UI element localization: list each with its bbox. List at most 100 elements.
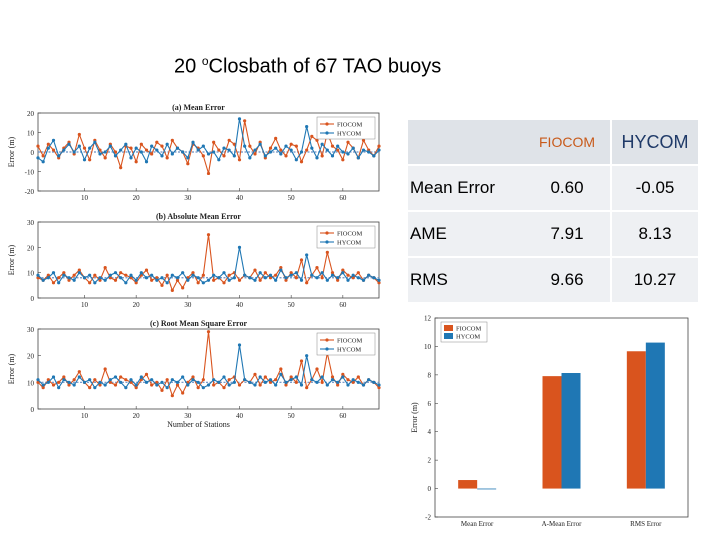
data-point-hycom: [150, 273, 154, 277]
data-point-hycom: [258, 375, 262, 379]
data-point-fiocom: [248, 144, 252, 148]
data-point-fiocom: [268, 380, 273, 384]
data-point-fiocom: [41, 154, 45, 158]
data-point-hycom: [310, 146, 314, 150]
data-point-fiocom: [258, 383, 262, 387]
x-tick-label: 20: [133, 194, 141, 202]
data-point-fiocom: [134, 281, 138, 285]
data-point-hycom: [170, 378, 174, 382]
data-point-hycom: [46, 276, 50, 280]
data-point-hycom: [284, 380, 288, 384]
data-point-hycom: [279, 372, 283, 376]
data-point-hycom: [361, 278, 366, 282]
bar-fiocom: [626, 351, 646, 489]
y-axis-label: Error (m): [7, 136, 16, 167]
y-tick-label: 2: [428, 457, 432, 465]
data-point-fiocom: [46, 273, 50, 277]
data-point-fiocom: [88, 158, 92, 162]
data-point-fiocom: [212, 278, 216, 282]
data-point-hycom: [181, 271, 185, 275]
data-point-fiocom: [113, 383, 118, 387]
data-point-fiocom: [139, 142, 143, 146]
data-point-hycom: [41, 160, 45, 164]
data-point-fiocom: [51, 383, 56, 387]
data-point-fiocom: [124, 273, 128, 277]
data-point-fiocom: [289, 271, 293, 275]
chart-title: (a) Mean Error: [172, 103, 225, 112]
data-point-hycom: [191, 378, 195, 382]
data-point-fiocom: [150, 278, 154, 282]
data-point-fiocom: [206, 330, 211, 334]
data-point-hycom: [93, 281, 97, 285]
data-point-fiocom: [196, 281, 200, 285]
data-point-hycom: [196, 276, 200, 280]
data-point-hycom: [129, 273, 133, 277]
data-point-hycom: [361, 383, 366, 387]
line-chart-1: (a) Mean Error Error (m) -20 -10 0 10 20 10 20 30…: [7, 103, 381, 202]
data-point-hycom: [263, 380, 267, 384]
y-tick-label: 0: [31, 295, 35, 303]
data-point-hycom: [253, 278, 257, 282]
data-point-fiocom: [119, 166, 123, 170]
data-point-hycom: [57, 281, 61, 285]
legend-marker: [325, 122, 329, 126]
stats-cell-fiocom: 9.66: [524, 256, 612, 302]
stats-header-hycom: HYCOM: [611, 120, 698, 165]
data-point-fiocom: [237, 158, 242, 162]
data-point-fiocom: [325, 250, 329, 254]
data-point-hycom: [367, 273, 371, 277]
data-point-fiocom: [46, 142, 50, 146]
data-point-hycom: [289, 378, 293, 382]
data-point-hycom: [217, 276, 221, 280]
stats-row-mean-error: Mean Error 0.60 -0.05: [408, 164, 698, 211]
y-tick-label: 20: [27, 353, 35, 361]
data-point-hycom: [356, 156, 360, 160]
bar-fiocom: [458, 480, 478, 489]
data-point-hycom: [294, 271, 298, 275]
data-point-fiocom: [299, 258, 304, 262]
data-point-hycom: [113, 154, 118, 158]
data-point-fiocom: [212, 140, 216, 144]
data-point-fiocom: [175, 383, 180, 387]
data-point-hycom: [108, 378, 112, 382]
data-point-hycom: [36, 156, 40, 160]
data-point-hycom: [67, 380, 71, 384]
data-point-hycom: [315, 276, 319, 280]
data-point-hycom: [268, 378, 273, 382]
y-tick-label: 20: [27, 244, 35, 252]
data-point-hycom: [108, 273, 112, 277]
data-point-fiocom: [330, 271, 335, 275]
x-tick-label: 50: [288, 301, 296, 309]
data-point-hycom: [330, 378, 335, 382]
data-point-hycom: [284, 144, 288, 148]
data-point-fiocom: [351, 276, 355, 280]
data-point-fiocom: [284, 383, 288, 387]
data-point-fiocom: [103, 367, 107, 371]
data-point-hycom: [72, 383, 76, 387]
data-point-hycom: [98, 152, 102, 156]
data-point-fiocom: [103, 266, 107, 270]
data-point-hycom: [356, 276, 360, 280]
data-point-fiocom: [46, 378, 50, 382]
data-point-fiocom: [160, 144, 164, 148]
data-point-fiocom: [201, 154, 205, 158]
data-point-fiocom: [144, 268, 149, 272]
data-point-fiocom: [294, 276, 298, 280]
data-point-fiocom: [361, 138, 366, 142]
data-point-hycom: [310, 273, 314, 277]
data-point-hycom: [232, 276, 236, 280]
data-point-fiocom: [113, 278, 118, 282]
data-point-fiocom: [93, 378, 97, 382]
slide-title: 20 oClosbath of 67 TAO buoys: [174, 54, 441, 79]
data-point-hycom: [160, 276, 164, 280]
data-point-fiocom: [134, 160, 138, 164]
stats-row-rms: RMS 9.66 10.27: [408, 256, 698, 302]
data-point-fiocom: [191, 271, 195, 275]
data-point-hycom: [103, 278, 107, 282]
data-point-hycom: [206, 278, 211, 282]
data-point-fiocom: [36, 276, 40, 280]
bar-hycom: [645, 342, 665, 489]
data-point-hycom: [41, 383, 45, 387]
legend-marker: [325, 347, 329, 351]
data-point-fiocom: [341, 158, 345, 162]
